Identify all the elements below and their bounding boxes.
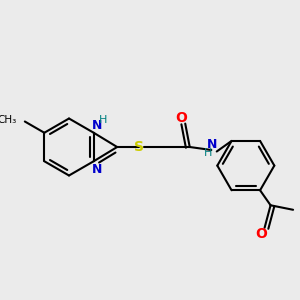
Text: H: H bbox=[203, 148, 212, 158]
Text: S: S bbox=[134, 140, 144, 154]
Text: H: H bbox=[99, 115, 107, 125]
Text: CH₃: CH₃ bbox=[0, 115, 16, 125]
Text: N: N bbox=[92, 163, 103, 176]
Text: N: N bbox=[92, 119, 103, 132]
Text: N: N bbox=[207, 138, 217, 151]
Text: O: O bbox=[255, 227, 267, 241]
Text: O: O bbox=[175, 111, 187, 125]
